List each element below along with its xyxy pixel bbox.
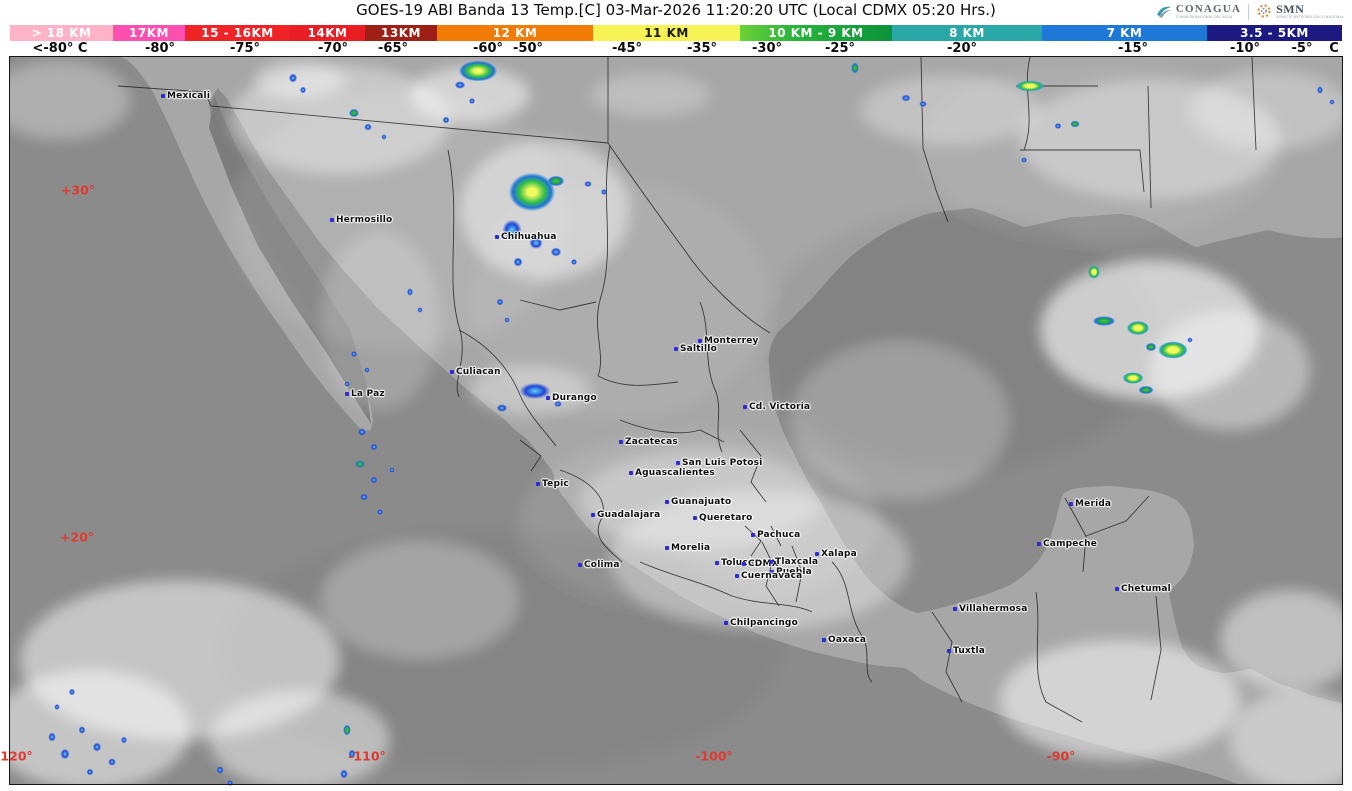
- colorbar-segment: 13KM: [365, 25, 437, 41]
- conagua-wordmark: CONAGUA: [1175, 2, 1242, 15]
- colorbar-segment-label: > 18 KM: [31, 26, 92, 40]
- smn-tagline: SERVICIO METEOROLÓGICO NACIONAL: [1276, 15, 1344, 20]
- colorbar-segment: > 18 KM: [10, 25, 113, 41]
- colorbar-segment-label: 14KM: [307, 26, 348, 40]
- temperature-tick-label: -65°: [378, 41, 408, 56]
- satellite-image: [10, 57, 1342, 784]
- colorbar-segment: 10 KM - 9 KM: [740, 25, 892, 41]
- colorbar-segment: 3.5 - 5KM: [1207, 25, 1342, 41]
- colorbar-segment-label: 17KM: [129, 26, 169, 40]
- colorbar-segment: 17KM: [113, 25, 185, 41]
- conagua-wave-icon: [1156, 6, 1171, 18]
- temperature-tick-label: C: [1329, 41, 1339, 56]
- temperature-tick-label: -80°: [145, 41, 175, 56]
- colorbar-segment-label: 7 KM: [1106, 26, 1143, 40]
- temperature-tick-label: -10°: [1230, 41, 1260, 56]
- temperature-tick-label: -35°: [687, 41, 717, 56]
- temperature-tick-label: -5°: [1291, 41, 1313, 56]
- temperature-tick-label: -60°: [473, 41, 503, 56]
- logo-separator: [1248, 3, 1250, 20]
- colorbar-segment-label: 8 KM: [949, 26, 985, 40]
- colorbar-segment: 14KM: [290, 25, 365, 41]
- smn-logo: SMN SERVICIO METEOROLÓGICO NACIONAL: [1256, 3, 1344, 19]
- temperature-tick-label: -25°: [825, 41, 855, 56]
- colorbar-segment: 11 KM: [593, 25, 740, 41]
- temperature-tick-label: -20°: [947, 41, 977, 56]
- smn-spiral-icon: [1257, 4, 1271, 18]
- colorbar-segment-label: 13KM: [381, 26, 421, 40]
- temperature-tick-label: <-80° C: [32, 41, 88, 56]
- conagua-tagline: COMISIÓN NACIONAL DEL AGUA: [1175, 14, 1233, 19]
- colorbar-segment-label: 3.5 - 5KM: [1240, 26, 1309, 40]
- agency-logos: CONAGUA COMISIÓN NACIONAL DEL AGUA SMN S…: [1152, 1, 1346, 22]
- altitude-colorbar: > 18 KM 17KM 15 - 16KM 14KM 13KM 12 KM 1…: [10, 25, 1342, 41]
- temperature-tick-label: -70°: [318, 41, 348, 56]
- colorbar-segment-label: 10 KM - 9 KM: [768, 26, 864, 40]
- temperature-tick-label: -30°: [752, 41, 782, 56]
- temperature-tick-label: -45°: [612, 41, 642, 56]
- colorbar-segment: 12 KM: [437, 25, 593, 41]
- temperature-tick-label: -75°: [230, 41, 260, 56]
- colorbar-segment-label: 12 KM: [492, 26, 538, 40]
- temperature-tick-label: -50°: [513, 41, 543, 56]
- colorbar-segment: 8 KM: [892, 25, 1042, 41]
- temperature-scale: <-80° C -80° -75° -70° -65° -60° -50° -4…: [0, 41, 1352, 56]
- conagua-logo: CONAGUA COMISIÓN NACIONAL DEL AGUA: [1155, 2, 1242, 19]
- colorbar-segment-label: 15 - 16KM: [201, 26, 274, 40]
- temperature-tick-label: -15°: [1118, 41, 1148, 56]
- smn-wordmark: SMN: [1276, 2, 1305, 17]
- colorbar-segment-label: 11 KM: [644, 26, 689, 40]
- colorbar-segment: 15 - 16KM: [185, 25, 290, 41]
- colorbar-segment: 7 KM: [1042, 25, 1207, 41]
- page-title: GOES-19 ABI Banda 13 Temp.[C] 03-Mar-202…: [356, 1, 996, 19]
